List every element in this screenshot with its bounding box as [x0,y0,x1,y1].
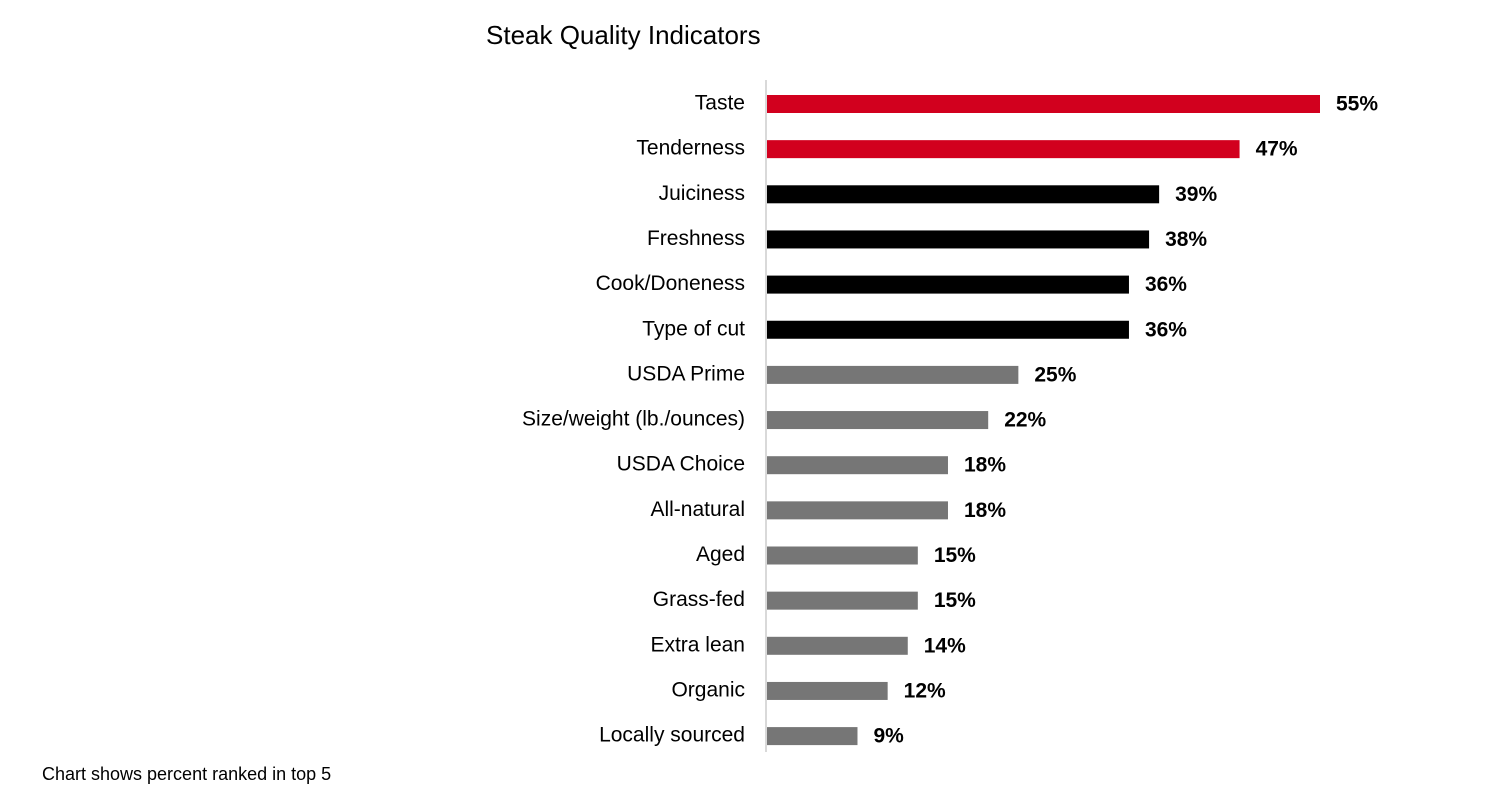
bar [767,727,858,746]
bar [767,501,948,520]
value-label: 47% [1256,138,1298,161]
category-label: Juiciness [659,182,745,205]
bar [767,681,888,700]
category-label: Tenderness [636,137,745,160]
value-label: 9% [873,725,904,748]
bar [767,636,908,655]
value-label: 25% [1034,363,1076,386]
category-label: Type of cut [642,317,745,340]
category-label: Grass-fed [653,588,745,611]
value-label: 36% [1145,273,1187,296]
category-label: USDA Choice [617,453,745,476]
category-label: Freshness [647,227,745,250]
bar [767,140,1240,159]
value-label: 18% [964,499,1006,522]
value-label: 39% [1175,183,1217,206]
category-label: Size/weight (lb./ounces) [522,408,745,431]
bar [767,320,1129,339]
category-label: All-natural [650,498,745,521]
category-label: Extra lean [650,633,745,656]
bar [767,546,918,565]
category-label: Organic [671,678,745,701]
value-label: 15% [934,544,976,567]
bar [767,230,1150,249]
category-label: Cook/Doneness [596,272,745,295]
category-label: Locally sourced [599,724,745,747]
chart-title: Steak Quality Indicators [486,20,761,50]
category-label: Taste [695,92,745,115]
bar [767,456,948,475]
category-label: Aged [696,543,745,566]
bar [767,95,1320,113]
value-label: 18% [964,454,1006,477]
bar [767,185,1160,204]
value-label: 38% [1165,228,1207,251]
value-label: 55% [1336,93,1378,116]
value-label: 15% [934,589,976,612]
bar [767,411,989,430]
bar [767,365,1019,384]
category-label: USDA Prime [627,362,745,385]
value-label: 22% [1004,409,1046,432]
value-label: 14% [924,634,966,657]
value-label: 36% [1145,318,1187,341]
bar [767,275,1129,294]
value-label: 12% [904,679,946,702]
footnote: Chart shows percent ranked in top 5 [42,764,331,784]
bar [767,591,918,610]
